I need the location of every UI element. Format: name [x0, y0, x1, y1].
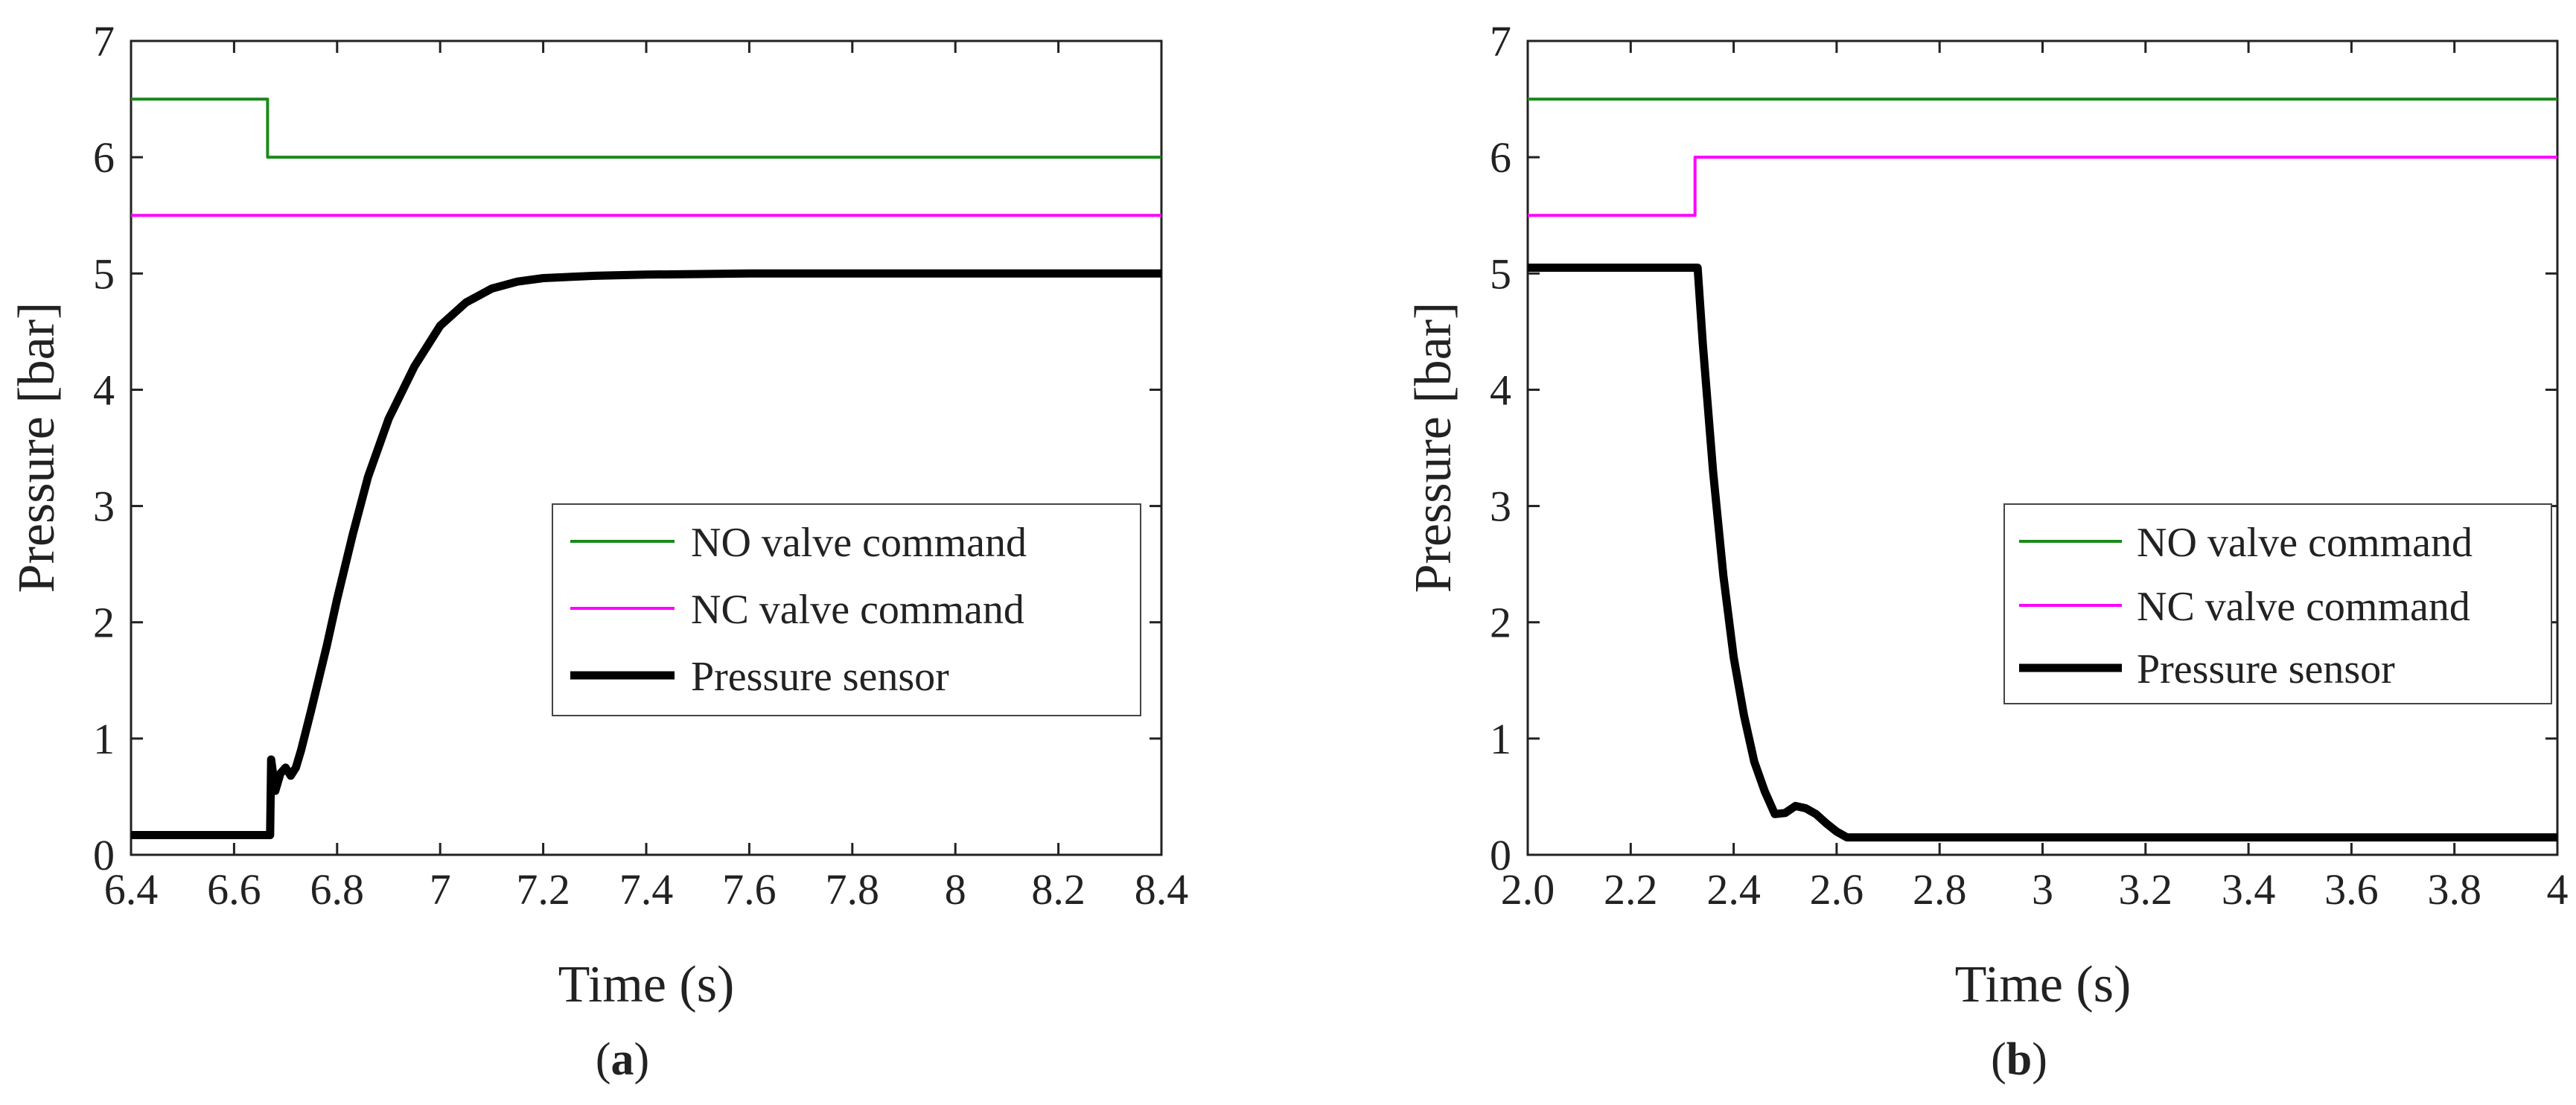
panel-b-caption: (b)	[1991, 1034, 2047, 1085]
panel-a-legend: NO valve command NC valve command Pressu…	[552, 503, 1141, 716]
panel-a-caption-open: (	[596, 1034, 611, 1085]
panel-a-caption-close: )	[634, 1034, 650, 1085]
x-tick-label: 3.6	[2324, 865, 2379, 914]
x-tick-label: 2.2	[1604, 865, 1658, 914]
y-tick-label: 2	[1490, 599, 1511, 647]
panel-a-plot-area: 6.4 6.6 6.8 7 7.2 7.4 7.6 7.8 8 8.2 8.4 0 1 2 3 4 5 6 7	[93, 17, 1188, 914]
panel-a-legend-label-no-valve: NO valve command	[691, 520, 1027, 566]
panel-a-caption-letter: a	[611, 1034, 634, 1085]
panel-b-legend-label-pressure: Pressure sensor	[2137, 646, 2395, 692]
x-tick-label: 7.2	[516, 865, 570, 914]
panel-b-legend-label-nc-valve: NC valve command	[2137, 584, 2470, 630]
x-tick-label: 8	[945, 865, 966, 914]
x-tick-label: 7.6	[722, 865, 777, 914]
x-tick-label: 2.4	[1706, 865, 1761, 914]
panel-a-legend-label-nc-valve: NC valve command	[691, 587, 1024, 633]
y-tick-label: 6	[1490, 133, 1511, 182]
panel-a-ticks	[130, 39, 1163, 856]
y-tick-label: 0	[1490, 831, 1511, 879]
series-pressure-sensor	[1528, 264, 2557, 842]
panel-b-plot-area: 2.0 2.2 2.4 2.6 2.8 3 3.2 3.4 3.6 3.8 4 0 1 2 3 4 5 6 7	[1490, 17, 2569, 914]
y-tick-label: 3	[1490, 483, 1511, 531]
x-tick-label: 2.6	[1810, 865, 1864, 914]
panel-a-y-axis-label: Pressure [bar]	[8, 302, 66, 593]
y-tick-label: 4	[1490, 366, 1511, 414]
panel-b-x-axis-label: Time (s)	[1955, 956, 2132, 1013]
panel-b-legend-label-no-valve: NO valve command	[2137, 520, 2473, 566]
x-tick-label: 3.8	[2427, 865, 2481, 914]
x-tick-label: 6.6	[207, 865, 261, 914]
x-tick-label: 3.4	[2222, 865, 2276, 914]
panel-a-legend-label-pressure: Pressure sensor	[691, 654, 949, 700]
panel-a-axes-frame	[130, 39, 1163, 856]
panel-b: 2.0 2.2 2.4 2.6 2.8 3 3.2 3.4 3.6 3.8 4 0 1 2 3 4 5 6 7 Ti…	[1405, 17, 2569, 1085]
series-pressure-sensor	[131, 269, 1161, 839]
panel-a: 6.4 6.6 6.8 7 7.2 7.4 7.6 7.8 8 8.2 8.4 0 1 2 3 4 5 6 7 Ti…	[8, 17, 1188, 1085]
y-tick-label: 6	[93, 133, 115, 182]
panel-b-caption-close: )	[2032, 1034, 2047, 1085]
panel-b-ticks	[1526, 39, 2559, 856]
panel-b-tick-labels: 2.0 2.2 2.4 2.6 2.8 3 3.2 3.4 3.6 3.8 4 0 1 2 3 4 5 6 7	[1490, 17, 2569, 914]
panel-b-caption-open: (	[1991, 1034, 2006, 1085]
y-tick-label: 4	[93, 366, 115, 414]
y-tick-label: 1	[1490, 715, 1511, 763]
x-tick-label: 7.4	[619, 865, 674, 914]
x-tick-label: 6.4	[104, 865, 159, 914]
panel-b-legend: NO valve command NC valve command Pressu…	[2003, 503, 2552, 704]
panel-b-series	[1528, 98, 2557, 842]
panel-a-caption: (a)	[596, 1034, 649, 1085]
x-tick-label: 6.8	[310, 865, 365, 914]
y-tick-label: 1	[93, 715, 115, 763]
y-tick-label: 2	[93, 599, 115, 647]
x-tick-label: 3	[2032, 865, 2053, 914]
panel-b-caption-letter: b	[2006, 1034, 2032, 1085]
x-tick-label: 7	[430, 865, 451, 914]
y-tick-label: 5	[93, 249, 115, 298]
y-tick-label: 0	[93, 831, 115, 879]
panel-a-tick-labels: 6.4 6.6 6.8 7 7.2 7.4 7.6 7.8 8 8.2 8.4 0 1 2 3 4 5 6 7	[93, 17, 1188, 914]
y-tick-label: 7	[1490, 17, 1511, 66]
x-tick-label: 2.0	[1501, 865, 1555, 914]
x-tick-label: 8.4	[1135, 865, 1189, 914]
panel-a-series	[131, 98, 1161, 839]
y-tick-label: 3	[93, 483, 115, 531]
panel-b-axes-frame	[1526, 39, 2559, 856]
panel-a-x-axis-label: Time (s)	[558, 956, 735, 1013]
panel-b-y-axis-label: Pressure [bar]	[1405, 302, 1462, 593]
x-tick-label: 8.2	[1031, 865, 1085, 914]
series-nc-valve-command	[1528, 156, 2557, 217]
y-tick-label: 5	[1490, 249, 1511, 298]
x-tick-label: 4	[2547, 865, 2569, 914]
series-no-valve-command	[131, 98, 1161, 159]
y-tick-label: 7	[93, 17, 115, 66]
x-tick-label: 3.2	[2119, 865, 2173, 914]
x-tick-label: 2.8	[1913, 865, 1967, 914]
x-tick-label: 7.8	[826, 865, 880, 914]
